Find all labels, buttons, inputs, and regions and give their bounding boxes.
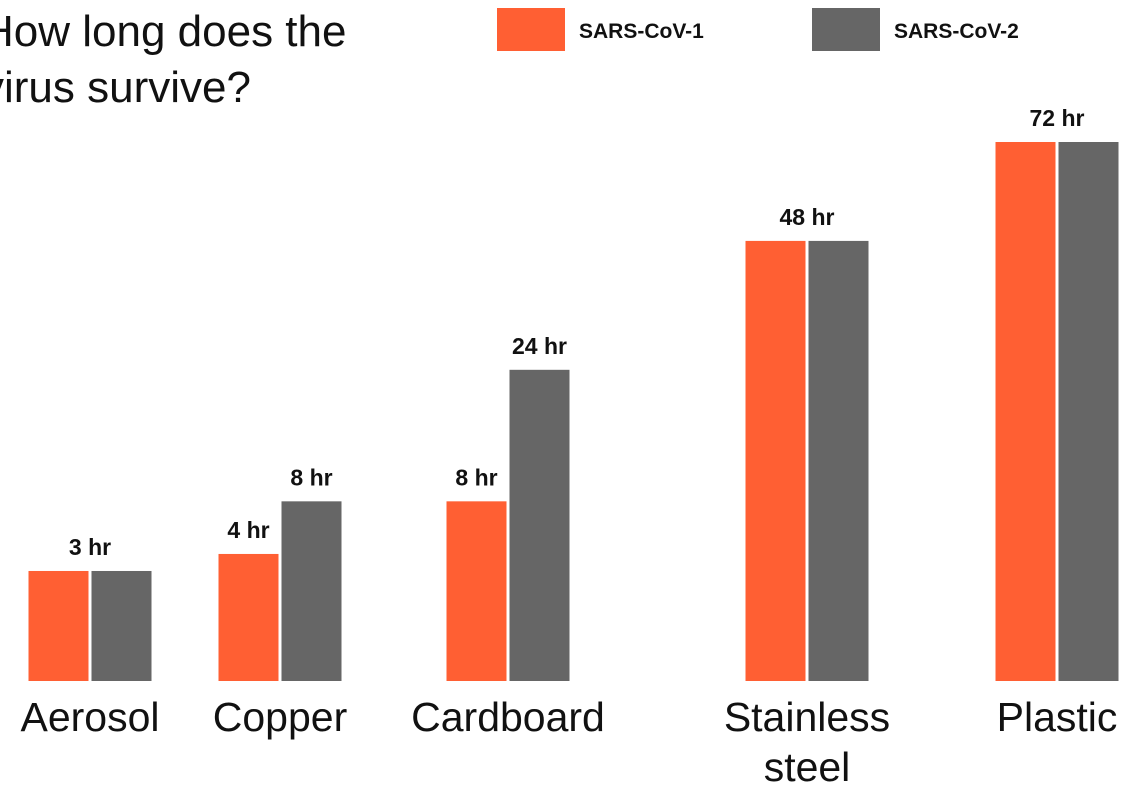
data-label: 8 hr xyxy=(455,464,497,490)
x-tick-label: Copper xyxy=(212,694,348,740)
data-label: 72 hr xyxy=(1030,105,1085,131)
data-label: 3 hr xyxy=(69,534,111,560)
bar xyxy=(91,570,152,681)
bar xyxy=(446,501,507,681)
x-tick-label: Plastic xyxy=(996,694,1118,740)
x-tick-label: Aerosol xyxy=(20,694,160,740)
legend-swatch xyxy=(812,8,880,51)
bar xyxy=(745,240,806,682)
data-label: 8 hr xyxy=(290,464,332,490)
bar xyxy=(28,570,89,681)
bar xyxy=(995,142,1056,681)
chart-title: How long does the virus survive? xyxy=(0,7,347,112)
bar xyxy=(281,501,342,681)
x-tick-label: Stainless steel xyxy=(723,694,891,790)
bar xyxy=(218,553,279,681)
bar xyxy=(808,240,869,682)
legend-label: SARS-CoV-1 xyxy=(579,20,704,43)
legend-swatch xyxy=(497,8,565,51)
bar xyxy=(1058,142,1119,681)
data-label: 24 hr xyxy=(512,333,567,359)
data-label: 48 hr xyxy=(780,204,835,230)
data-label: 4 hr xyxy=(227,517,269,543)
bar xyxy=(509,369,570,681)
legend-label: SARS-CoV-2 xyxy=(894,20,1019,43)
x-tick-label: Cardboard xyxy=(411,694,605,740)
